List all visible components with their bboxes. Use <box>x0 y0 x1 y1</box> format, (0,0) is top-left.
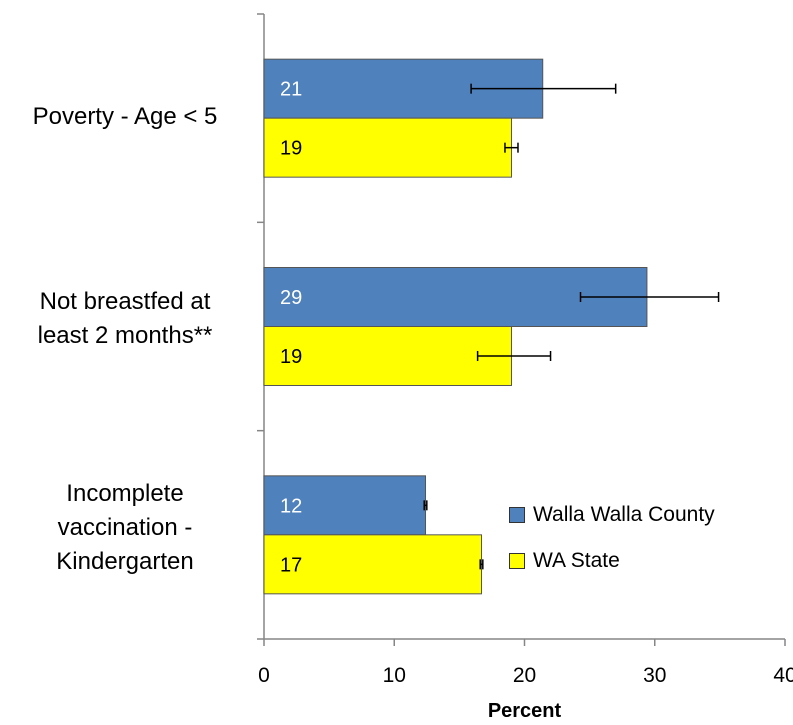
legend-item-state: WA State <box>509 547 715 575</box>
bar-value-label: 12 <box>280 495 302 517</box>
bar <box>263 534 483 595</box>
x-tick-label: 20 <box>513 664 536 687</box>
bar-value-label: 17 <box>280 554 302 576</box>
x-tick-label: 30 <box>643 664 666 687</box>
legend-swatch-county <box>509 507 525 523</box>
legend-label-county: Walla Walla County <box>533 503 715 526</box>
x-axis-title: Percent <box>487 700 562 722</box>
bar-value-label: 19 <box>280 346 302 368</box>
category-label-2: Incomplete vaccination - Kindergarten <box>56 480 194 575</box>
legend-label-state: WA State <box>533 549 620 572</box>
legend: Walla Walla County WA State <box>509 501 715 593</box>
legend-item-county: Walla Walla County <box>509 501 715 529</box>
category-label-0: Poverty - Age < 5 <box>32 103 218 130</box>
x-tick-label: 0 <box>258 664 270 687</box>
x-tick-label: 10 <box>383 664 406 687</box>
category-label-1: Not breastfed at least 2 months** <box>37 288 213 349</box>
x-tick-label: 40 <box>773 664 793 687</box>
bar-value-label: 29 <box>280 287 302 309</box>
bar-value-label: 19 <box>280 138 302 160</box>
bar-value-label: 21 <box>280 79 302 101</box>
bar <box>263 475 427 536</box>
legend-swatch-state <box>509 553 525 569</box>
bar <box>263 326 512 386</box>
